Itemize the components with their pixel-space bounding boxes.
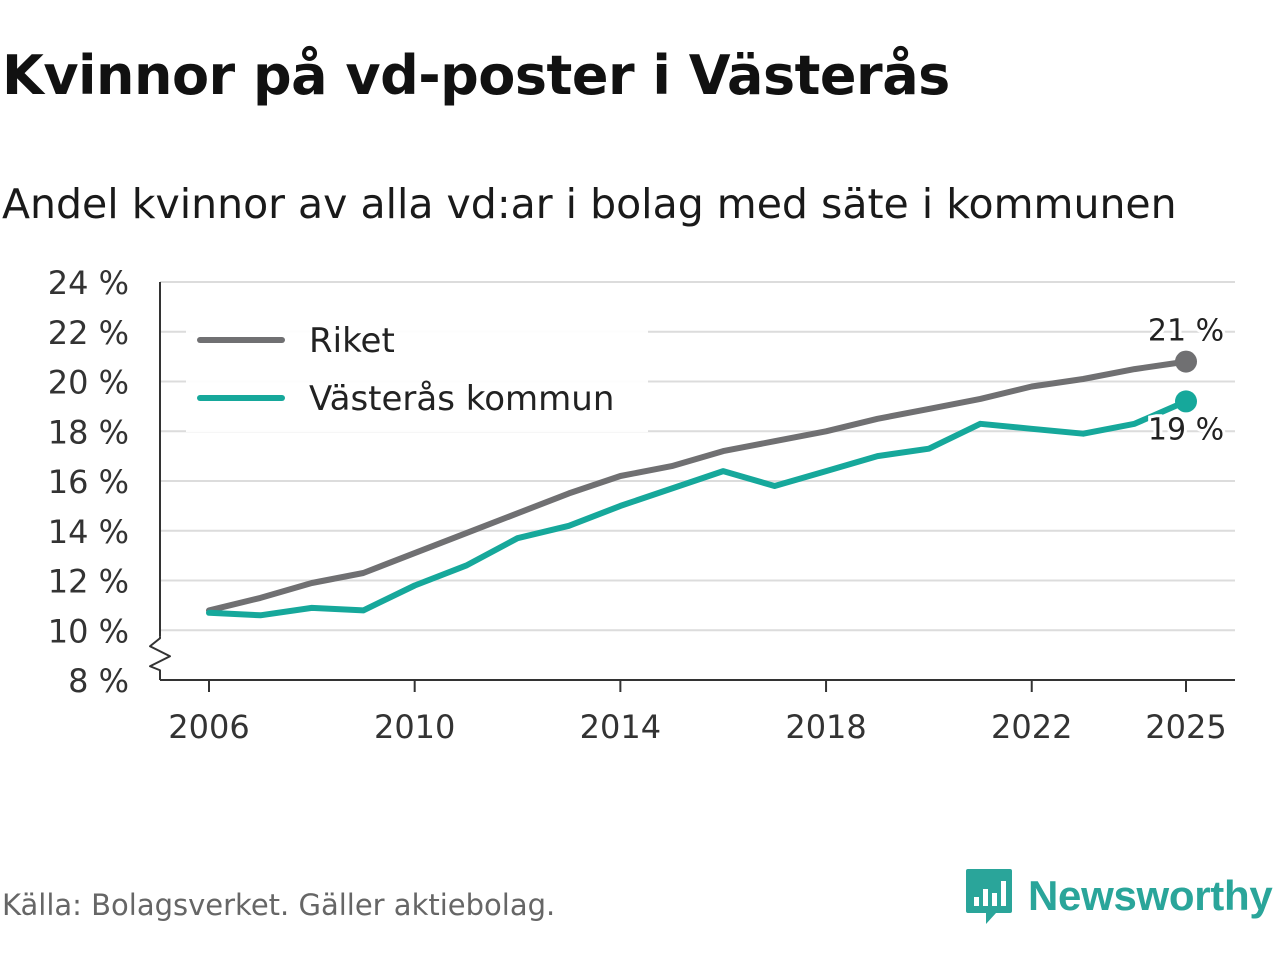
y-tick-label: 12 %: [48, 563, 129, 601]
x-tick-label: 2022: [991, 708, 1072, 746]
y-tick-label: 20 %: [48, 364, 129, 402]
x-tick-label: 2010: [374, 708, 455, 746]
brand-name: Newsworthy: [1028, 872, 1273, 919]
y-tick-label: 14 %: [48, 513, 129, 551]
x-tick-label: 2018: [785, 708, 866, 746]
y-tick-label: 16 %: [48, 463, 129, 501]
chart-subtitle: Andel kvinnor av alla vd:ar i bolag med …: [2, 180, 1177, 228]
y-tick-label: 24 %: [48, 264, 129, 302]
y-tick-label: 10 %: [48, 612, 129, 650]
y-tick-label: 22 %: [48, 314, 129, 352]
newsworthy-logo-icon: [966, 869, 1012, 924]
axes: 8 % 10 % 12 % 14 % 16 % 18 % 20 % 22 % 24 % 2006 2…: [48, 264, 1235, 746]
legend-background: [186, 314, 648, 432]
series: 21 % 19 %: [206, 311, 1227, 619]
y-tick-label: 18 %: [48, 413, 129, 451]
x-tick-label: 2006: [168, 708, 249, 746]
legend-label: Riket: [309, 321, 395, 361]
y-tick-label: 8 %: [68, 662, 129, 700]
series-end-point-riket: [1175, 350, 1197, 373]
series-end-point-v-ster-s-kommun: [1175, 390, 1197, 413]
legend-label: Västerås kommun: [309, 379, 614, 419]
legend: Riket Västerås kommun: [186, 314, 648, 432]
x-tick-label: 2025: [1145, 708, 1226, 746]
source-note: Källa: Bolagsverket. Gäller aktiebolag.: [2, 888, 556, 922]
series-end-label-riket: 21 %: [1148, 314, 1224, 349]
y-axis-break-icon: [149, 636, 171, 680]
series-line-v-ster-s-kommun: [206, 398, 1189, 619]
brand-logo: Newsworthy: [964, 866, 1273, 926]
series-end-label-v-ster-s-kommun: 19 %: [1148, 412, 1224, 447]
chart-title: Kvinnor på vd-poster i Västerås: [2, 44, 950, 107]
series-line-riket: [206, 358, 1189, 614]
x-tick-label: 2014: [580, 708, 661, 746]
